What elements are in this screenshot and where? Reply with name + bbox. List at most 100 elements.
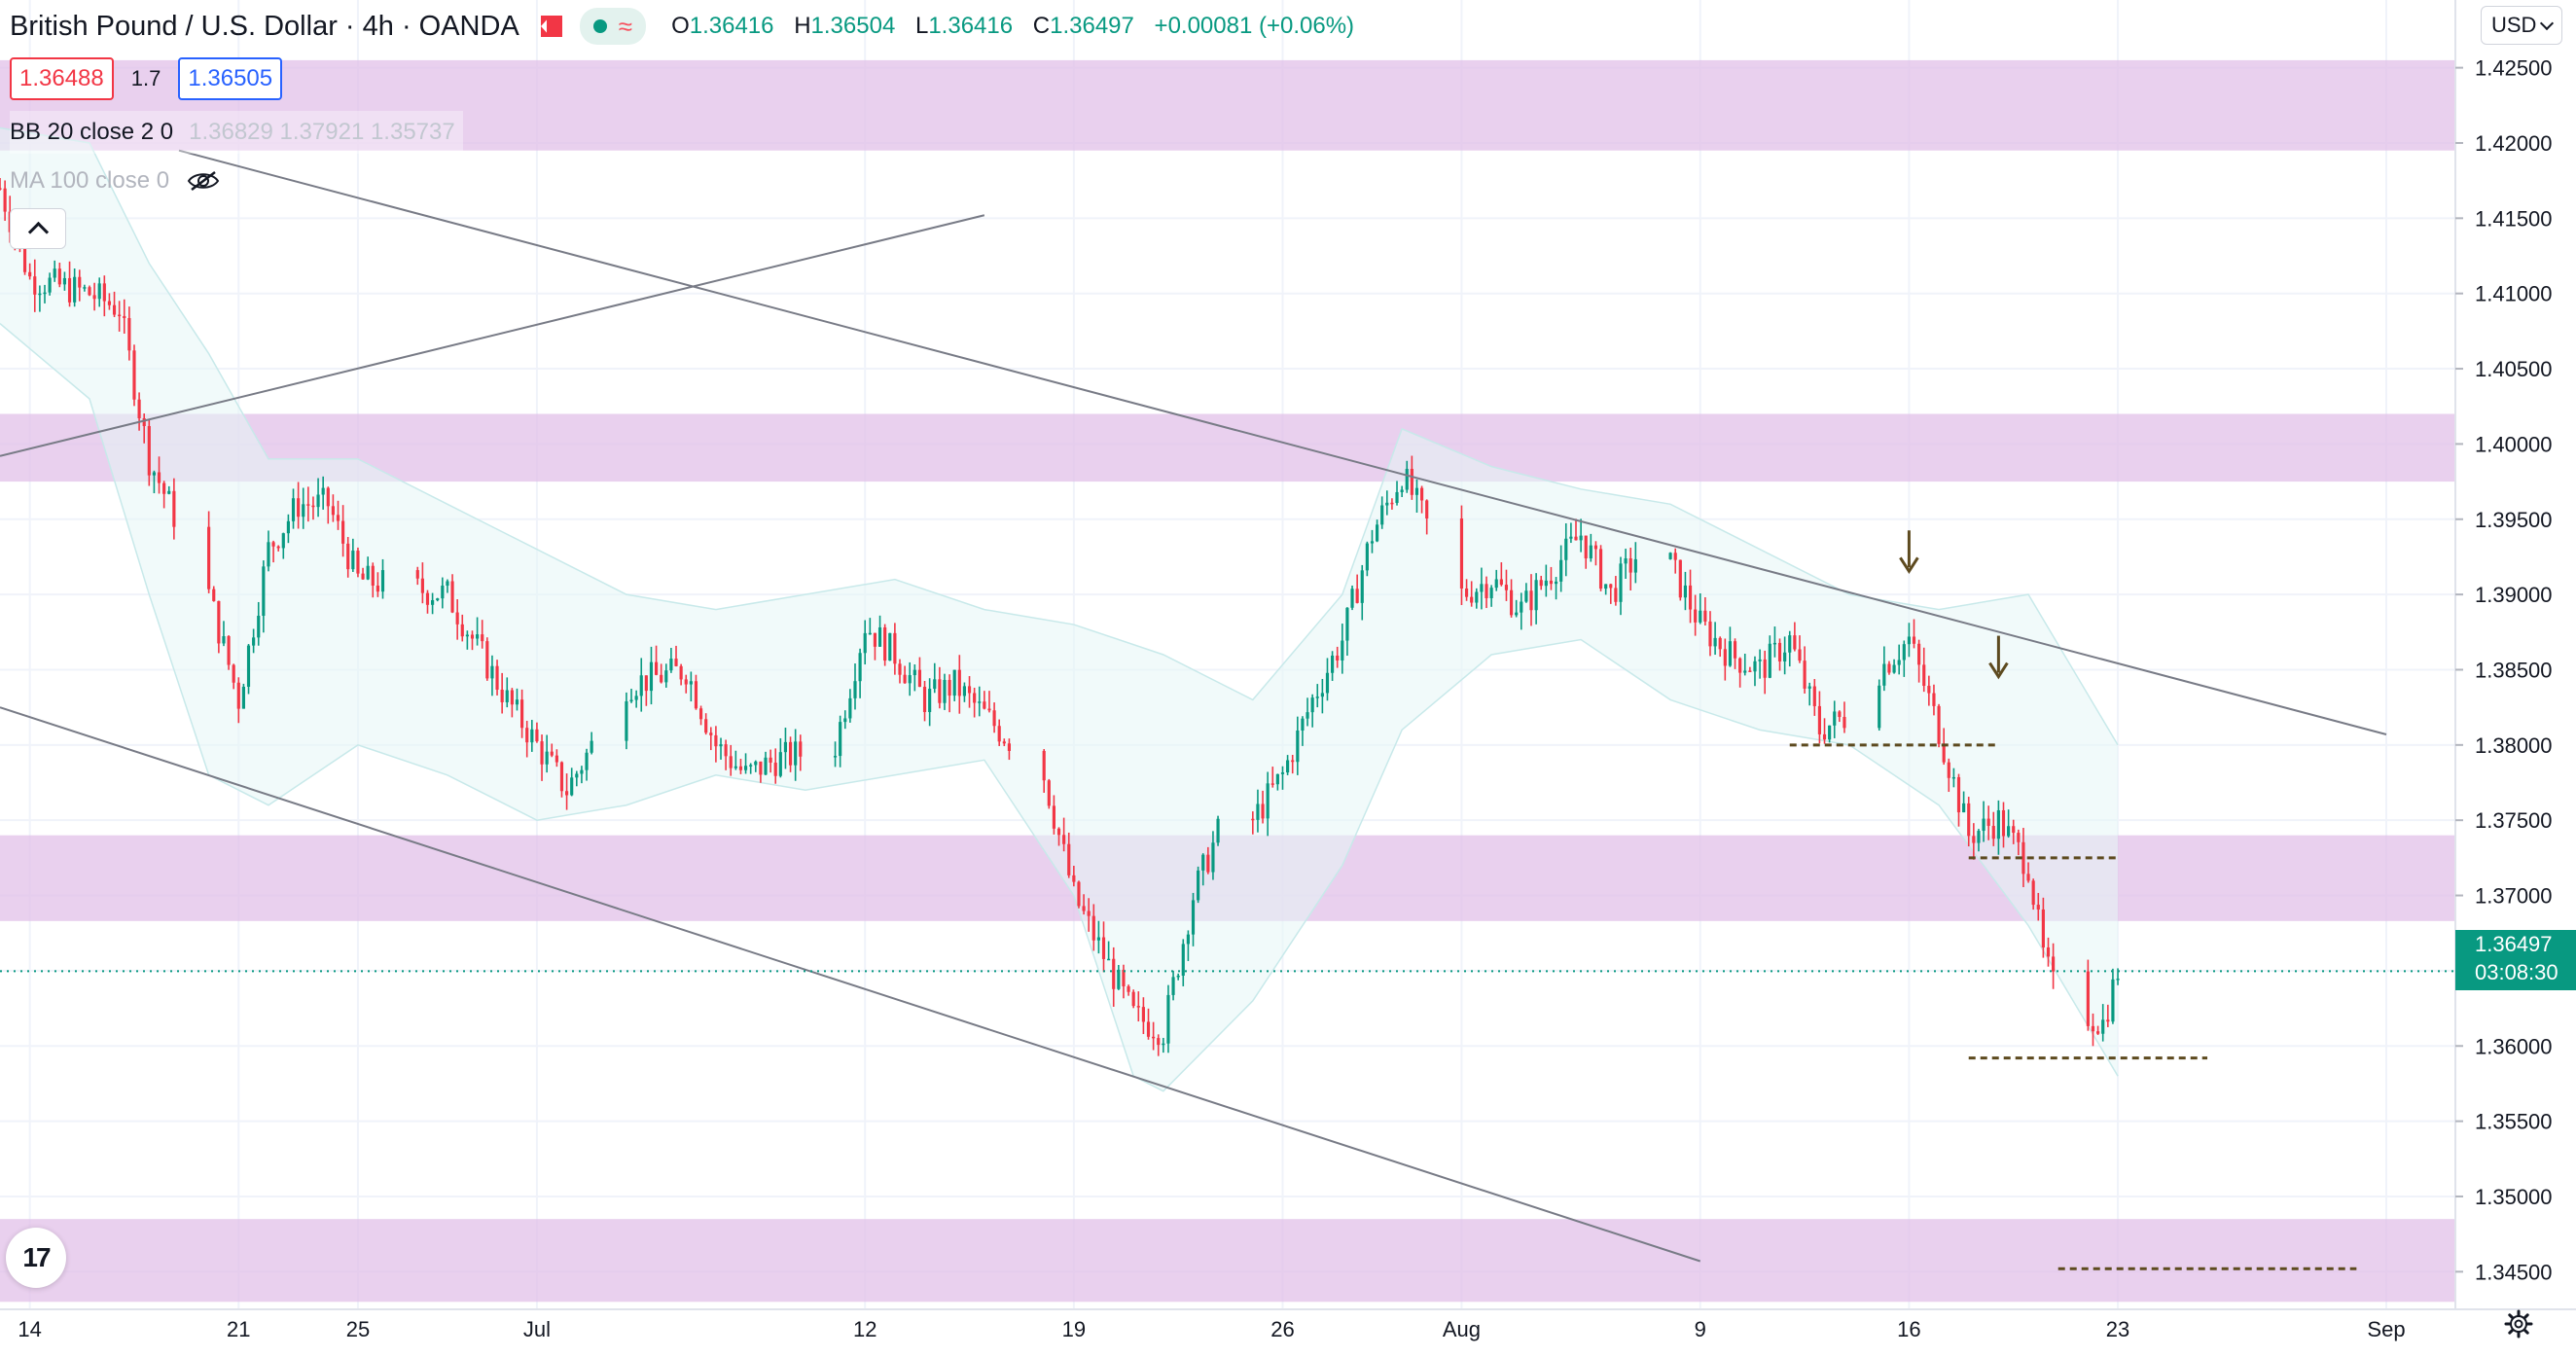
- candle-body: [97, 283, 101, 300]
- candle-body: [1419, 487, 1424, 501]
- candle-body: [1579, 535, 1583, 541]
- price-tick-label: 1.38000: [2475, 733, 2553, 758]
- candle-body: [1176, 975, 1180, 978]
- currency-label: USD: [2491, 13, 2537, 37]
- candle-body: [1395, 491, 1399, 504]
- eye-off-icon[interactable]: [187, 170, 220, 192]
- candle-body: [1136, 1006, 1140, 1008]
- candle-body: [669, 659, 673, 671]
- candle-body: [1534, 580, 1538, 611]
- gear-icon[interactable]: [2504, 1309, 2533, 1339]
- candle-body: [1678, 559, 1682, 598]
- time-tick-label: 25: [346, 1317, 370, 1341]
- candle-body: [152, 472, 157, 476]
- candle-body: [1897, 660, 1901, 665]
- candle-body: [565, 791, 569, 796]
- candle-body: [1400, 489, 1404, 492]
- candle-body: [1405, 468, 1409, 490]
- tradingview-logo-icon[interactable]: 17: [6, 1228, 66, 1288]
- candle-body: [674, 659, 678, 666]
- candle-body: [1350, 589, 1354, 608]
- candle-body: [1146, 1021, 1151, 1037]
- candle-body: [1564, 538, 1568, 560]
- candle-body: [1470, 596, 1474, 603]
- candle-body: [863, 632, 867, 654]
- candle-body: [1341, 640, 1344, 661]
- candle-body: [967, 686, 972, 694]
- price-tick-label: 1.35000: [2475, 1185, 2553, 1209]
- candle-body: [1828, 725, 1832, 740]
- market-status[interactable]: ≈: [579, 8, 647, 45]
- candle-body: [625, 700, 628, 741]
- sell-button[interactable]: 1.36488: [10, 57, 114, 100]
- ma-legend[interactable]: MA 100 close 0: [10, 161, 220, 200]
- flag-icon[interactable]: [540, 16, 562, 37]
- candle-body: [1127, 985, 1130, 992]
- candle-body: [1524, 590, 1528, 602]
- candle-body: [2052, 956, 2056, 972]
- candle-body: [515, 699, 519, 705]
- candle-body: [1807, 686, 1811, 689]
- candle-body: [281, 533, 285, 549]
- candle-body: [590, 740, 593, 753]
- time-tick-label: 19: [1062, 1317, 1086, 1341]
- candle-body: [38, 293, 42, 296]
- candle-body: [291, 498, 296, 521]
- time-axis[interactable]: 14 21 25 Jul 12 19 26 Aug 9 16 23 Sep: [18, 1317, 2405, 1341]
- candle-body: [644, 675, 648, 692]
- horizontal-levels[interactable]: [1789, 743, 2357, 1270]
- candle-body: [1982, 818, 1986, 832]
- time-tick-label: 14: [18, 1317, 41, 1341]
- candle-body: [336, 515, 340, 521]
- candle-body: [799, 741, 803, 757]
- market-open-dot-icon: [592, 19, 607, 33]
- candle-body: [316, 494, 320, 508]
- collapse-legend-button[interactable]: [10, 208, 66, 249]
- candle-body: [123, 315, 126, 319]
- price-tick-label: 1.40500: [2475, 357, 2553, 381]
- candle-body: [212, 589, 216, 601]
- candle-body: [1529, 590, 1533, 611]
- candle-body: [1922, 664, 1926, 687]
- candle-body: [709, 732, 713, 735]
- candle-body: [1072, 875, 1076, 882]
- candle-body: [2007, 826, 2011, 837]
- trendlines[interactable]: [0, 149, 2387, 1263]
- symbol-title[interactable]: British Pound / U.S. Dollar · 4h · OANDA: [10, 10, 519, 42]
- candle-body: [118, 314, 122, 317]
- candle-body: [1291, 760, 1295, 763]
- ma-label[interactable]: MA 100 close 0: [10, 167, 170, 194]
- price-axis[interactable]: 1.345001.350001.355001.360001.365001.370…: [2455, 56, 2553, 1285]
- symbol-legend[interactable]: British Pound / U.S. Dollar · 4h · OANDA…: [10, 6, 1368, 47]
- candle-body: [1991, 826, 1995, 839]
- candle-body: [1117, 969, 1121, 989]
- bar-countdown: 03:08:30: [2475, 960, 2558, 984]
- price-tick-label: 1.37000: [2475, 884, 2553, 909]
- arrow-markers[interactable]: [1899, 530, 2009, 680]
- candle-body: [1574, 536, 1578, 541]
- buy-button[interactable]: 1.36505: [178, 57, 283, 100]
- candle-body: [455, 612, 459, 625]
- time-tick-label: Sep: [2367, 1317, 2405, 1341]
- candle-body: [356, 551, 360, 574]
- candle-body: [535, 729, 539, 742]
- currency-selector[interactable]: USD: [2481, 6, 2563, 45]
- bb-legend[interactable]: BB 20 close 2 0 1.36829 1.37921 1.35737: [10, 111, 463, 154]
- candle-body: [743, 766, 748, 770]
- candle-body: [1315, 696, 1319, 698]
- candle-body: [1186, 934, 1190, 945]
- candle-body: [1251, 818, 1255, 821]
- time-tick-label: Aug: [1443, 1317, 1481, 1341]
- open-key: O: [671, 13, 690, 39]
- candle-body: [1917, 643, 1921, 665]
- candle-body: [1843, 717, 1846, 729]
- candle-body: [262, 566, 266, 617]
- bb-label[interactable]: BB 20 close 2 0: [10, 119, 174, 145]
- candle-body: [1604, 584, 1608, 589]
- candle-body: [654, 661, 659, 675]
- time-tick-label: Jul: [523, 1317, 551, 1341]
- candle-body: [246, 645, 251, 687]
- candle-body: [555, 755, 558, 763]
